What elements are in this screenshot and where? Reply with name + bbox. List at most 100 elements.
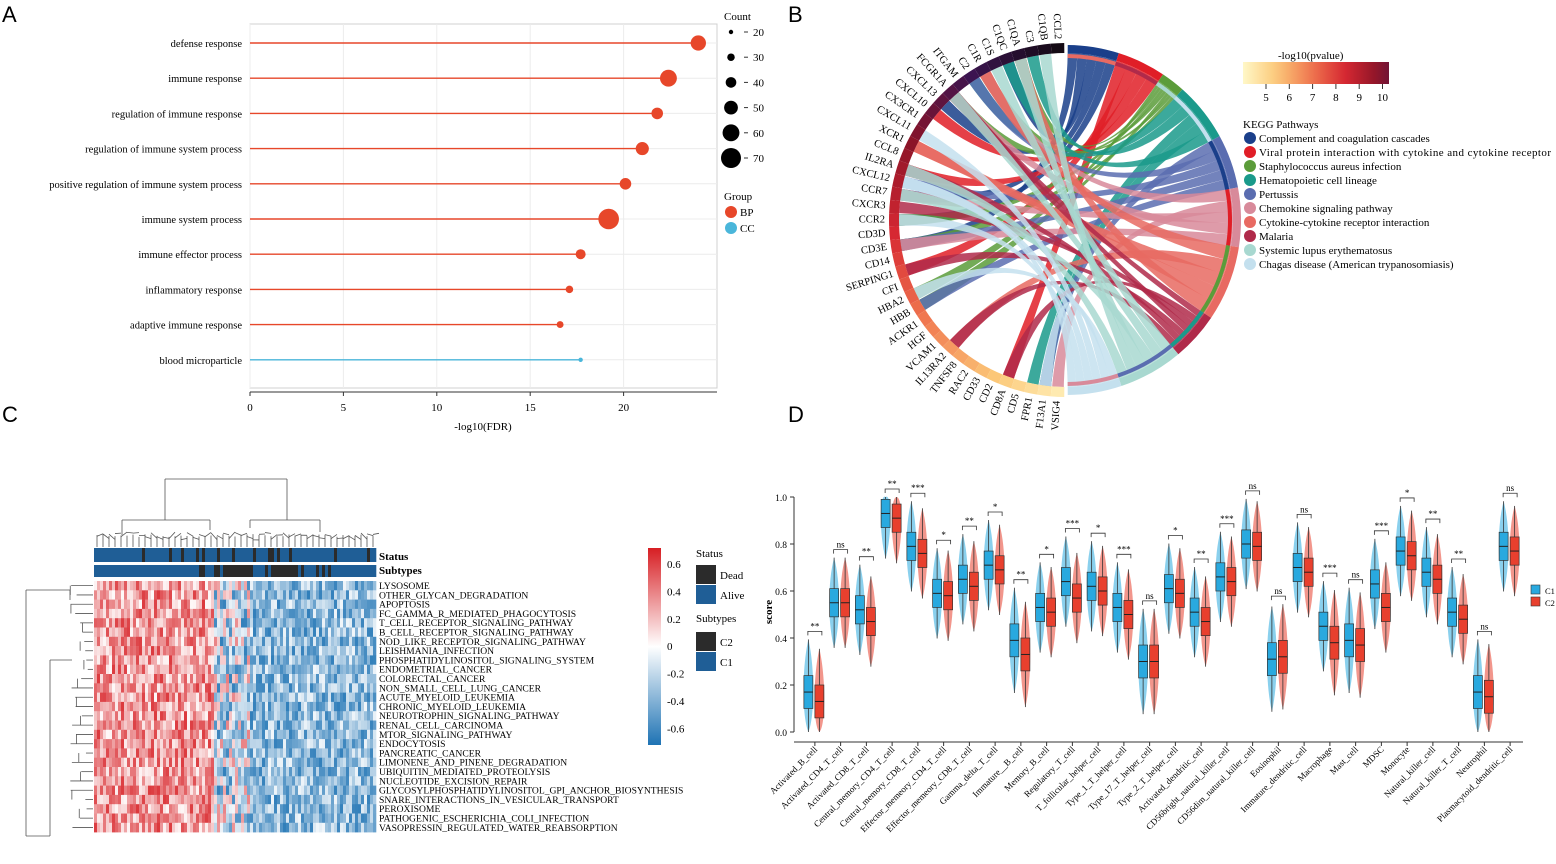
heatmap-cell — [187, 655, 191, 665]
heatmap-cell — [169, 804, 173, 814]
subtype-annotation-cell — [103, 565, 107, 577]
heatmap-cell — [319, 683, 323, 693]
heatmap-cell — [172, 683, 176, 693]
subtype-annotation-cell — [319, 565, 323, 577]
heatmap-cell — [181, 739, 185, 749]
heatmap-cell — [196, 776, 200, 786]
heatmap-cell — [103, 608, 107, 619]
heatmap-cell — [322, 627, 326, 638]
heatmap-cell — [109, 757, 113, 768]
heatmap-cell — [118, 739, 122, 749]
heatmap-cell — [157, 692, 161, 703]
heatmap-cell — [202, 748, 206, 758]
heatmap-cell — [151, 627, 155, 638]
heatmap-cell — [175, 794, 179, 805]
gene-arc — [899, 276, 914, 292]
heatmap-cell — [250, 711, 254, 721]
significance-label: ** — [888, 479, 898, 489]
subtype-annotation-cell — [256, 565, 260, 577]
heatmap-cell — [337, 664, 341, 675]
heatmap-cell — [97, 590, 101, 600]
heatmap-cell — [109, 636, 113, 647]
heatmap-cell — [286, 813, 290, 824]
heatmap-cell — [328, 757, 332, 768]
heatmap-cell — [178, 701, 182, 712]
heatmap-cell — [97, 767, 101, 777]
heatmap-cell — [160, 701, 164, 712]
status-annotation-cell — [295, 548, 299, 562]
heatmap-cell — [148, 683, 152, 693]
heatmap-cell — [175, 822, 179, 833]
chord-ribbon — [933, 74, 1159, 162]
heatmap-cell — [265, 739, 269, 749]
heatmap-cell — [94, 608, 98, 619]
heatmap-cell — [139, 701, 143, 712]
heatmap-cell — [181, 813, 185, 824]
heatmap-cell — [223, 664, 227, 675]
heatmap-cell — [232, 590, 236, 600]
heatmap-cell — [301, 729, 305, 740]
heatmap-cell — [238, 618, 242, 628]
status-annotation-cell — [202, 548, 206, 562]
heatmap-cell — [142, 729, 146, 740]
heatmap-cell — [262, 776, 266, 786]
heatmap-cell — [355, 813, 359, 824]
heatmap-cell — [316, 655, 320, 665]
heatmap-cell — [148, 608, 152, 619]
heatmap-cell — [166, 683, 170, 693]
heatmap-cell — [163, 608, 167, 619]
subtype-annotation-cell — [343, 565, 347, 577]
heatmap-cell — [292, 646, 296, 656]
heatmap-cell — [241, 692, 245, 703]
heatmap-cell — [94, 822, 98, 833]
heatmap-cell — [253, 655, 257, 665]
heatmap-cell — [268, 748, 272, 758]
heatmap-cell — [241, 729, 245, 740]
heatmap-cell — [349, 636, 353, 647]
significance-label: * — [1044, 544, 1049, 554]
status-legend-alive-swatch — [696, 585, 716, 604]
heatmap-cell — [148, 701, 152, 712]
heatmap-cell — [274, 692, 278, 703]
dendrogram-branch — [324, 534, 332, 537]
heatmap-cell — [97, 785, 101, 796]
heatmap-cell — [304, 636, 308, 647]
heatmap-cell — [343, 822, 347, 833]
heatmap-cell — [223, 804, 227, 814]
heatmap-cell — [316, 599, 320, 610]
heatmap-cell — [349, 739, 353, 749]
heatmap-row-label: NUCLEOTIDE_EXCISION_REPAIR — [379, 776, 528, 787]
heatmap-cell — [121, 711, 125, 721]
heatmap-cell — [310, 785, 314, 796]
heatmap-cell — [130, 776, 134, 786]
heatmap-cell — [373, 636, 377, 647]
heatmap-cell — [169, 794, 173, 805]
heatmap-cell — [220, 739, 224, 749]
heatmap-cell — [361, 785, 365, 796]
heatmap-cell — [109, 822, 113, 833]
heatmap-cell — [274, 720, 278, 731]
heatmap-cell — [175, 664, 179, 675]
status-annotation-cell — [373, 548, 377, 562]
significance-label: ns — [1300, 504, 1309, 514]
heatmap-cell — [280, 767, 284, 777]
heatmap-cell — [349, 655, 353, 665]
heatmap-cell — [268, 627, 272, 638]
heatmap-cell — [160, 767, 164, 777]
status-annotation-cell — [256, 548, 260, 562]
heatmap-cell — [226, 822, 230, 833]
heatmap-cell — [232, 711, 236, 721]
heatmap-cell — [181, 618, 185, 628]
kegg-legend-swatch — [1244, 160, 1256, 172]
heatmap-cell — [196, 822, 200, 833]
heatmap-cell — [262, 748, 266, 758]
heatmap-cell — [277, 785, 281, 796]
heatmap-cell — [355, 748, 359, 758]
gene-arc — [1024, 382, 1040, 395]
heatmap-cell — [124, 785, 128, 796]
heatmap-cell — [244, 767, 248, 777]
heatmap-cell — [373, 785, 377, 796]
heatmap-cell — [310, 608, 314, 619]
heatmap-cell — [232, 729, 236, 740]
status-annotation-cell — [265, 548, 269, 562]
